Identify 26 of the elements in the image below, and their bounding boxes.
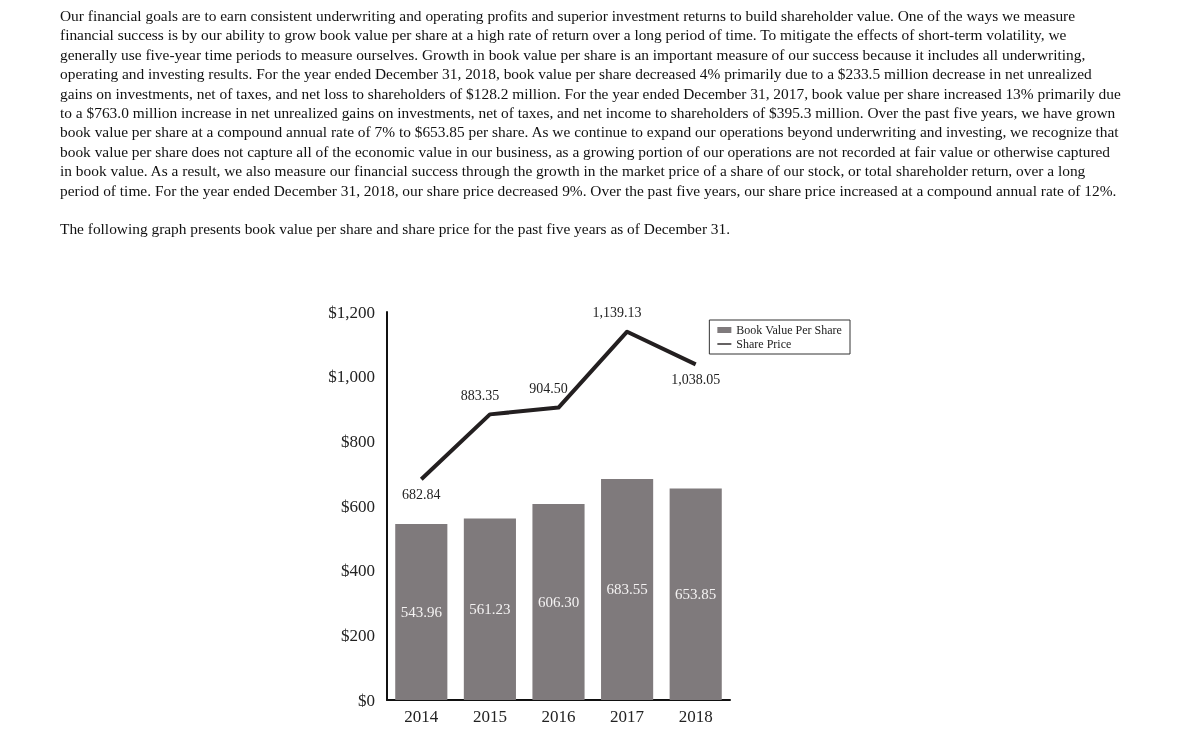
x-tick-label: 2017 [610, 707, 645, 726]
x-tick-label: 2015 [472, 707, 507, 726]
data-label: 653.85 [675, 586, 717, 603]
text: Our financial goals are to earn consistent underwriting and operating profits and superior investment returns to build shareholder value. One of the ways we measure financial success is by our ability to grow book value per share at a high rate of return over a long period of time. To mitigate the effects of short-term volatility, we generally use five-year time periods to measure ourselves. Growth in book value per share is an important measure of our success because it includes all underwriting, operating and investing results. For the year ended December 31, 2018, book value per share decreased 4% primarily due to a $233.5 million decrease in net unrealized gains on investments, net of taxes, and net loss to shareholders of $128.2 million. For the year ended December 31, 2017, book value per share increased 13% primarily due to a $763.0 million increase in net unrealized gains on investments, net of taxes, and net income to shareholders of $395.3 million. Over the past five years, we have grown book value per share at a compound annual rate of 7% to $653.85 per share. As we continue to expand our operations beyond underwriting and investing, we recognize that book value per share does not capture all of the economic value in our business, as a growing portion of our operations are not recorded at fair value or otherwise captured in book value. As a result, we also measure our financial success through the growth in the market price of a share of our stock, or total shareholder return, over a long period of time. For the year ended December 31, 2018, our share price decreased 9%. Over the past five years, our share price increased at a compound annual rate of 12%. [60, 7, 1121, 199]
data-label: 1,139.13 [592, 305, 642, 321]
y-tick-label: $400 [341, 561, 375, 581]
y-tick-label: $800 [341, 431, 375, 451]
legend-label: Book Value Per Share [736, 323, 842, 337]
data-label: 543.96 [400, 604, 443, 621]
data-label: 683.55 [606, 581, 648, 598]
y-tick-label: $0 [358, 690, 375, 710]
y-tick-label: $1,200 [328, 302, 375, 322]
x-tick-label: 2018 [678, 707, 713, 726]
data-label: 606.30 [537, 593, 580, 610]
y-tick-label: $200 [341, 625, 375, 645]
text: The following graph presents book value per share and share price for the past five years as of December 31. [60, 219, 732, 239]
data-label: 1,038.05 [671, 371, 721, 387]
x-tick-label: 2014 [404, 707, 439, 726]
data-label: 561.23 [469, 601, 511, 618]
y-tick-label: $600 [341, 496, 375, 516]
data-label: 904.50 [529, 381, 568, 397]
data-label: 682.84 [402, 486, 441, 502]
y-tick-label: $1,000 [328, 367, 375, 387]
x-tick-label: 2016 [541, 707, 576, 726]
legend-label: Share Price [736, 337, 792, 351]
data-label: 883.35 [460, 387, 500, 403]
